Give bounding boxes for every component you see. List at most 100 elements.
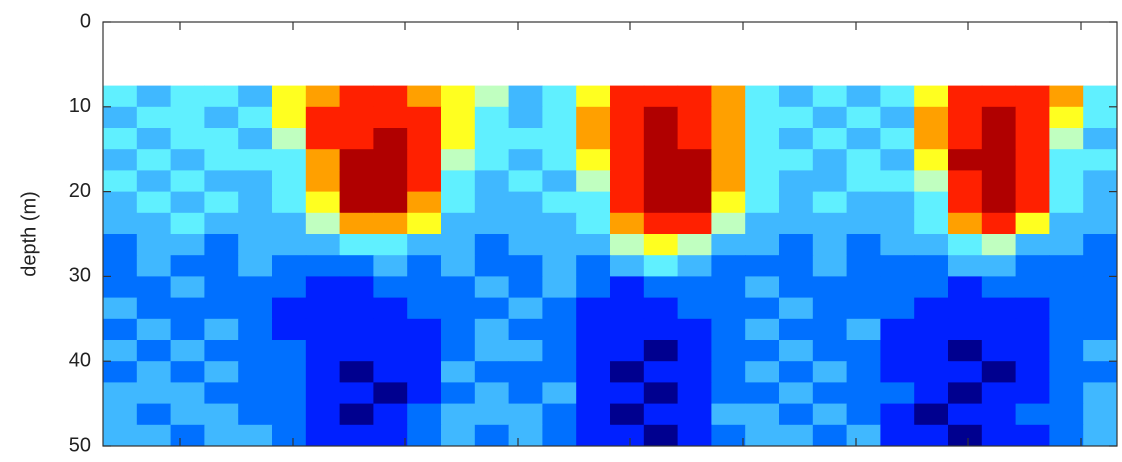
heatmap-cell <box>441 276 476 299</box>
heatmap-cell <box>610 255 645 277</box>
heatmap-cell <box>339 170 374 193</box>
heatmap-cell <box>610 424 645 447</box>
heatmap-cell <box>1015 382 1050 405</box>
heatmap-cell <box>170 318 205 341</box>
heatmap-cell <box>542 255 577 277</box>
heatmap-cell <box>305 106 341 129</box>
heatmap-cell <box>1049 340 1084 362</box>
heatmap-cell <box>170 255 205 277</box>
heatmap-cell <box>373 340 408 362</box>
heatmap-cell <box>1083 361 1118 383</box>
heatmap-cell <box>1015 255 1050 277</box>
heatmap-cell <box>170 128 205 150</box>
heatmap-cell <box>1083 85 1118 108</box>
heatmap-cell <box>677 234 712 256</box>
heatmap-cell <box>981 403 1017 426</box>
heatmap-cell <box>779 424 814 447</box>
heatmap-cell <box>779 361 814 383</box>
heatmap-cell <box>880 106 915 129</box>
heatmap-cell <box>576 191 611 214</box>
heatmap-cell <box>711 318 746 341</box>
heatmap-cell <box>204 128 239 150</box>
heatmap-cell <box>643 255 679 277</box>
heatmap-cell <box>576 318 611 341</box>
heatmap-cell <box>846 318 881 341</box>
axes <box>102 21 1118 447</box>
heatmap-cell <box>1083 276 1118 299</box>
heatmap-cell <box>745 85 780 108</box>
heatmap-cell <box>474 234 510 256</box>
heatmap-cell <box>407 212 442 235</box>
heatmap-cell <box>474 191 510 214</box>
heatmap-cell <box>407 128 442 150</box>
heatmap-cell <box>981 424 1017 447</box>
heatmap-cell <box>711 128 746 150</box>
heatmap-cell <box>305 255 341 277</box>
heatmap-cell <box>103 297 138 320</box>
heatmap-cell <box>846 170 881 193</box>
heatmap-cell <box>339 318 374 341</box>
heatmap-cell <box>846 424 881 447</box>
heatmap-cell <box>914 318 949 341</box>
heatmap-cell <box>914 234 949 256</box>
heatmap-cell <box>745 212 780 235</box>
heatmap-cell <box>779 170 814 193</box>
heatmap-cell <box>846 234 881 256</box>
heatmap-cell <box>846 191 881 214</box>
heatmap-cell <box>272 318 307 341</box>
heatmap-cell <box>1049 106 1084 129</box>
heatmap-cell <box>103 255 138 277</box>
heatmap-cell <box>643 85 679 108</box>
heatmap-cell <box>305 403 341 426</box>
heatmap-cell <box>373 106 408 129</box>
heatmap-cell <box>846 382 881 405</box>
heatmap-cell <box>610 191 645 214</box>
heatmap-cell <box>136 234 172 256</box>
heatmap-cell <box>373 149 408 171</box>
heatmap-cell <box>914 424 949 447</box>
heatmap-cell <box>238 361 273 383</box>
heatmap-cell <box>610 106 645 129</box>
heatmap-cell <box>677 276 712 299</box>
heatmap-cell <box>1049 424 1084 447</box>
heatmap-cell <box>711 276 746 299</box>
heatmap-cell <box>441 212 476 235</box>
heatmap-cell <box>576 255 611 277</box>
heatmap-cell <box>880 403 915 426</box>
heatmap-cell <box>339 234 374 256</box>
heatmap-cell <box>914 212 949 235</box>
heatmap-cell <box>1049 128 1084 150</box>
heatmap-cell <box>1049 318 1084 341</box>
heatmap-cell <box>305 276 341 299</box>
heatmap-cell <box>643 340 679 362</box>
heatmap-cell <box>981 255 1017 277</box>
heatmap-cell <box>339 382 374 405</box>
heatmap-cell <box>373 128 408 150</box>
heatmap-cell <box>407 340 442 362</box>
heatmap-cell <box>373 297 408 320</box>
heatmap-cell <box>170 149 205 171</box>
heatmap-cell <box>1015 403 1050 426</box>
heatmap-cell <box>711 255 746 277</box>
heatmap-cell <box>981 361 1017 383</box>
heatmap-cell <box>204 276 239 299</box>
heatmap-cell <box>812 340 848 362</box>
heatmap-cell <box>711 170 746 193</box>
x-tick-marks <box>179 22 1082 446</box>
heatmap-cell <box>643 382 679 405</box>
heatmap-cell <box>711 85 746 108</box>
heatmap-cell <box>407 318 442 341</box>
heatmap-cell <box>812 276 848 299</box>
heatmap-cell <box>441 191 476 214</box>
heatmap-cell <box>610 340 645 362</box>
heatmap-cell <box>779 340 814 362</box>
heatmap-cell <box>136 191 172 214</box>
heatmap-cell <box>779 191 814 214</box>
heatmap-cell <box>272 234 307 256</box>
heatmap-cell <box>441 85 476 108</box>
heatmap-cell <box>948 191 983 214</box>
heatmap-cell <box>103 318 138 341</box>
heatmap-cell <box>441 170 476 193</box>
heatmap-cell <box>373 403 408 426</box>
heatmap-cell <box>1015 106 1050 129</box>
